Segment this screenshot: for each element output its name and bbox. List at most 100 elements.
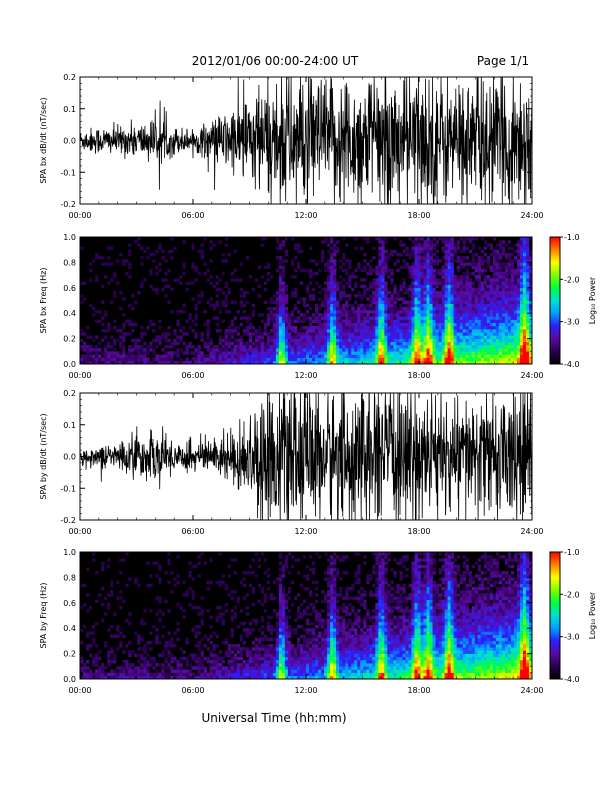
spectrogram-cell bbox=[182, 675, 186, 680]
spectrogram-cell bbox=[275, 357, 280, 362]
spectrogram-cell bbox=[345, 348, 349, 352]
colorbar-segment bbox=[550, 298, 560, 301]
spectrogram-cell bbox=[459, 341, 463, 346]
spectrogram-cell bbox=[426, 287, 430, 292]
spectrogram-cell bbox=[236, 341, 240, 346]
spectrogram-cell bbox=[510, 357, 515, 362]
spectrogram-cell bbox=[251, 348, 256, 352]
spectrogram-cell bbox=[251, 360, 256, 365]
spectrogram-cell bbox=[453, 357, 457, 362]
spectrogram-cell bbox=[315, 586, 319, 591]
spectrogram-cell bbox=[366, 271, 370, 276]
spectrogram-cell bbox=[378, 351, 382, 355]
spectrogram-cell bbox=[164, 278, 168, 282]
spectrogram-cell bbox=[266, 650, 271, 654]
spectrogram-cell bbox=[372, 316, 376, 320]
spectrogram-cell bbox=[465, 322, 470, 327]
spectrogram-cell bbox=[281, 306, 286, 311]
spectrogram-cell bbox=[423, 329, 427, 333]
spectrogram-cell bbox=[492, 287, 497, 292]
spectrogram-cell bbox=[299, 354, 304, 358]
spectrogram-cell bbox=[375, 290, 379, 295]
spectrogram-cell bbox=[287, 332, 292, 336]
spectrogram-cell bbox=[477, 335, 482, 339]
spectrogram-cell bbox=[239, 580, 244, 585]
spectrogram-cell bbox=[444, 281, 448, 285]
spectrogram-cell bbox=[140, 348, 144, 352]
spectrogram-cell bbox=[155, 596, 159, 600]
spectrogram-cell bbox=[315, 669, 319, 673]
spectrogram-cell bbox=[188, 325, 192, 330]
spectrogram-cell bbox=[459, 325, 463, 330]
spectrogram-cell bbox=[239, 666, 244, 670]
spectrogram-cell bbox=[345, 335, 349, 339]
spectrogram-cell bbox=[158, 596, 162, 600]
spectrogram-cell bbox=[345, 268, 349, 273]
spectrogram-cell bbox=[161, 612, 165, 616]
spectrogram-cell bbox=[432, 290, 436, 295]
spectrogram-cell bbox=[236, 666, 240, 670]
spectrogram-cell bbox=[236, 599, 240, 604]
spectrogram-cell bbox=[462, 249, 466, 254]
spectrogram-cell bbox=[242, 329, 247, 333]
y-tick-label: 0.2 bbox=[63, 335, 76, 344]
spectrogram-cell bbox=[486, 287, 491, 292]
spectrogram-cell bbox=[95, 663, 99, 667]
spectrogram-cell bbox=[381, 316, 385, 320]
spectrogram-cell bbox=[272, 335, 277, 339]
spectrogram-cell bbox=[122, 354, 126, 358]
spectrogram-cell bbox=[327, 313, 331, 317]
spectrogram-cell bbox=[149, 631, 153, 635]
spectrogram-cell bbox=[399, 325, 403, 330]
spectrogram-cell bbox=[324, 344, 328, 349]
spectrogram-cell bbox=[281, 271, 286, 276]
spectrogram-cell bbox=[146, 360, 150, 365]
spectrogram-cell bbox=[465, 297, 470, 301]
spectrogram-cell bbox=[354, 268, 358, 273]
spectrogram-cell bbox=[312, 325, 316, 330]
spectrogram-cell bbox=[275, 332, 280, 336]
spectrogram-cell bbox=[299, 268, 304, 273]
spectrogram-cell bbox=[423, 287, 427, 292]
spectrogram-cell bbox=[284, 310, 289, 314]
spectrogram-cell bbox=[251, 663, 256, 667]
spectrogram-cell bbox=[483, 313, 488, 317]
spectrogram-cell bbox=[260, 653, 265, 658]
spectrogram-cell bbox=[119, 669, 123, 673]
spectrogram-cell bbox=[375, 322, 379, 327]
spectrogram-cell bbox=[86, 335, 90, 339]
spectrogram-cell bbox=[290, 294, 295, 298]
spectrogram-cell bbox=[510, 360, 515, 365]
spectrogram-cell bbox=[528, 284, 533, 289]
spectrogram-cell bbox=[429, 332, 433, 336]
spectrogram-cell bbox=[221, 351, 225, 355]
spectrogram-cell bbox=[260, 644, 265, 648]
spectrogram-cell bbox=[405, 344, 409, 349]
spectrogram-cell bbox=[309, 640, 313, 645]
spectrogram-cell bbox=[441, 338, 445, 343]
spectrogram-cell bbox=[107, 354, 111, 358]
spectrogram-cell bbox=[86, 354, 90, 358]
spectrogram-cell bbox=[101, 256, 105, 260]
spectrogram-cell bbox=[324, 265, 328, 270]
spectrogram-cell bbox=[83, 341, 87, 346]
spectrogram-cell bbox=[284, 252, 289, 257]
spectrogram-cell bbox=[318, 290, 322, 295]
spectrogram-cell bbox=[417, 310, 421, 314]
spectrogram-cell bbox=[230, 357, 234, 362]
spectrogram-cell bbox=[345, 341, 349, 346]
spectrogram-cell bbox=[107, 344, 111, 349]
spectrogram-cell bbox=[417, 278, 421, 282]
spectrogram-cell bbox=[203, 322, 207, 327]
spectrogram-cell bbox=[369, 344, 373, 349]
spectrogram-cell bbox=[254, 637, 259, 642]
spectrogram-cell bbox=[200, 596, 204, 600]
spectrogram-cell bbox=[333, 338, 337, 343]
spectrogram-cell bbox=[366, 313, 370, 317]
spectrogram-cell bbox=[281, 275, 286, 279]
spectrogram-cell bbox=[149, 583, 153, 588]
spectrogram-cell bbox=[281, 586, 286, 591]
spectrogram-cell bbox=[399, 265, 403, 270]
spectrogram-cell bbox=[414, 259, 418, 263]
spectrogram-cell bbox=[272, 357, 277, 362]
